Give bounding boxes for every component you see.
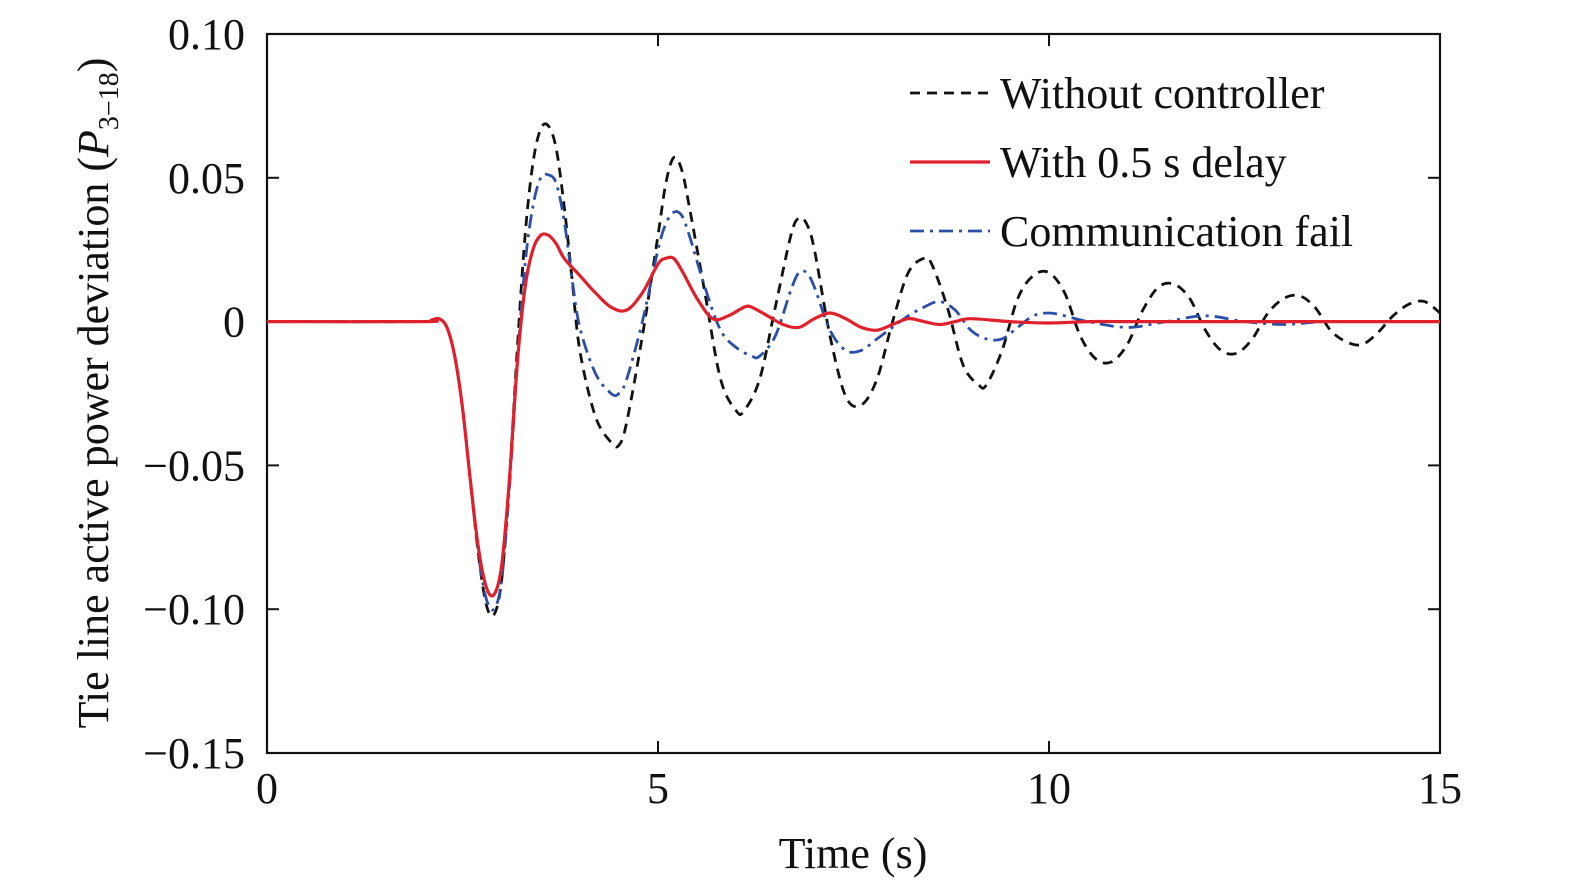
legend-item-without-controller: Without controller [910, 69, 1325, 118]
y-axis-label: Tie line active power deviation (P3−18) [69, 58, 125, 729]
series-with-delay [267, 232, 1440, 598]
x-axis-label: Time (s) [779, 829, 928, 878]
y-tick-label: 0 [223, 298, 245, 347]
y-axis-label-symbol: P [69, 130, 118, 158]
y-tick-label: 0.05 [168, 154, 245, 203]
legend-label: With 0.5 s delay [1000, 138, 1287, 187]
legend-item-with-delay: With 0.5 s delay [910, 138, 1287, 187]
y-tick-label: 0.10 [168, 10, 245, 59]
y-axis-label-suffix: ) [69, 58, 118, 73]
x-tick-label: 5 [647, 764, 669, 813]
series-layer [267, 122, 1440, 618]
y-tick-label: −0.05 [143, 441, 245, 490]
x-tick-label: 15 [1418, 764, 1462, 813]
legend: Without controller With 0.5 s delay Commun… [910, 69, 1353, 256]
y-tick-label: −0.15 [143, 729, 245, 778]
legend-label: Without controller [1000, 69, 1325, 118]
x-tick-label: 0 [256, 764, 278, 813]
x-tick-label: 10 [1027, 764, 1071, 813]
y-axis-label-prefix: Tie line active power deviation ( [69, 157, 118, 728]
plot-area [265, 32, 1442, 755]
y-axis-label-subscript: 3−18 [94, 72, 125, 130]
y-tick-label: −0.10 [143, 585, 245, 634]
legend-label: Communication fail [1000, 207, 1353, 256]
axis-tick-labels: 0 5 10 15 0.10 0.05 0 −0.05 −0.10 −0.15 [143, 10, 1462, 813]
legend-item-communication-fail: Communication fail [910, 207, 1353, 256]
